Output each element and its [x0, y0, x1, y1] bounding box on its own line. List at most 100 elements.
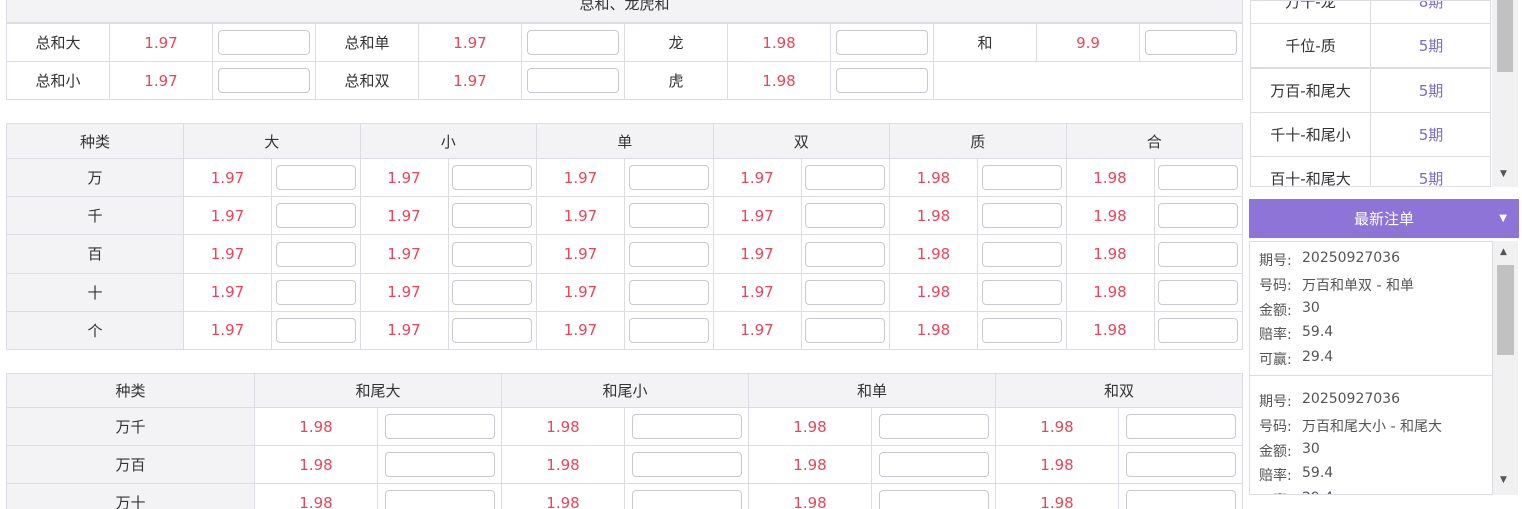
- empty-cell: [933, 61, 1243, 100]
- bet-input[interactable]: [981, 317, 1062, 343]
- field-value: 30: [1302, 299, 1320, 316]
- bet-input[interactable]: [275, 203, 356, 229]
- bet-input[interactable]: [878, 414, 989, 439]
- bet-input[interactable]: [218, 30, 310, 55]
- odds: 1.97: [183, 158, 272, 198]
- field-value: 59.4: [1302, 324, 1334, 341]
- odds: 1.98: [748, 445, 872, 484]
- bet-input[interactable]: [805, 279, 886, 305]
- odds: 1.97: [183, 234, 272, 274]
- bet-input[interactable]: [452, 279, 533, 305]
- field-label: 期号:: [1259, 394, 1292, 410]
- dropdown-arrow[interactable]: ▼: [1499, 213, 1507, 224]
- odds: 1.98: [995, 407, 1119, 446]
- bet-input[interactable]: [981, 279, 1062, 305]
- field-label: 赔率:: [1259, 468, 1292, 485]
- bet-input[interactable]: [1158, 241, 1239, 267]
- scrollbar[interactable]: ▲ ▼: [1493, 241, 1518, 495]
- odds: 1.97: [712, 272, 802, 312]
- field-label: 期号:: [1259, 253, 1292, 269]
- odds: 1.98: [727, 61, 831, 100]
- bet-input[interactable]: [981, 241, 1062, 267]
- row-label: 总和小: [6, 61, 110, 100]
- bet-input[interactable]: [384, 452, 495, 477]
- bet-input[interactable]: [275, 279, 356, 305]
- scroll-arrow[interactable]: ▲: [1500, 247, 1507, 257]
- row-label: 万百: [6, 445, 255, 484]
- scroll-arrow[interactable]: ▼: [1500, 475, 1507, 485]
- scroll-thumb[interactable]: [1497, 265, 1514, 355]
- bet-input[interactable]: [631, 490, 742, 509]
- bet-input[interactable]: [981, 203, 1062, 229]
- table-title: 总和、龙虎和: [6, 0, 1243, 23]
- odds: 1.97: [359, 272, 449, 312]
- bet-input[interactable]: [628, 279, 709, 305]
- bet-input[interactable]: [452, 203, 533, 229]
- bet-input[interactable]: [384, 414, 495, 439]
- bet-input[interactable]: [1125, 452, 1236, 477]
- field-value: 20250927036: [1302, 250, 1400, 266]
- bet-input[interactable]: [452, 317, 533, 343]
- bet-input[interactable]: [805, 317, 886, 343]
- bet-input[interactable]: [631, 414, 742, 439]
- bet-input[interactable]: [878, 490, 989, 509]
- odds: 1.98: [254, 445, 378, 484]
- bet-input[interactable]: [628, 241, 709, 267]
- bet-input[interactable]: [1158, 203, 1239, 229]
- bet-input[interactable]: [836, 30, 928, 55]
- field-value: 30: [1302, 440, 1320, 457]
- bet-input[interactable]: [1125, 490, 1236, 509]
- bet-input[interactable]: [452, 165, 533, 191]
- bet-input[interactable]: [631, 452, 742, 477]
- odds: 1.97: [536, 234, 625, 274]
- odds: 1.97: [712, 196, 802, 236]
- odds: 1.98: [995, 445, 1119, 484]
- odds: 1.98: [889, 310, 978, 350]
- streak-count: 8期: [1370, 1, 1490, 24]
- bet-input[interactable]: [275, 165, 356, 191]
- column-header: 和尾小: [501, 373, 749, 408]
- bet-input[interactable]: [384, 490, 495, 509]
- row-label: 个: [6, 310, 184, 350]
- odds: 1.98: [889, 158, 978, 198]
- scroll-arrow[interactable]: ▼: [1500, 169, 1507, 179]
- odds: 1.98: [748, 407, 872, 446]
- bet-input[interactable]: [1158, 317, 1239, 343]
- bet-input[interactable]: [805, 165, 886, 191]
- bet-input[interactable]: [836, 68, 928, 93]
- panel-header[interactable]: 最新注单 ▼: [1249, 199, 1519, 238]
- field-label: 可赢:: [1259, 490, 1292, 494]
- scrollbar[interactable]: ▼: [1492, 0, 1518, 187]
- odds: 1.98: [1065, 310, 1155, 350]
- bet-input[interactable]: [981, 165, 1062, 191]
- bet-input[interactable]: [527, 68, 619, 93]
- bet-input[interactable]: [452, 241, 533, 267]
- odds: 1.98: [501, 445, 625, 484]
- odds: 1.97: [536, 158, 625, 198]
- row-label: 总和单: [315, 23, 419, 62]
- odds: 1.97: [359, 234, 449, 274]
- bet-input[interactable]: [1125, 414, 1236, 439]
- scroll-thumb[interactable]: [1497, 0, 1513, 72]
- odds: 1.98: [889, 272, 978, 312]
- bet-input[interactable]: [628, 203, 709, 229]
- row-label: 总和双: [315, 61, 419, 100]
- bet-input[interactable]: [1158, 165, 1239, 191]
- column-header: 大: [183, 123, 361, 159]
- bet-input[interactable]: [218, 68, 310, 93]
- bet-input[interactable]: [805, 241, 886, 267]
- bet-input[interactable]: [628, 165, 709, 191]
- bet-input[interactable]: [878, 452, 989, 477]
- row-label: 千: [6, 196, 184, 236]
- streak-count: 5期: [1370, 111, 1490, 157]
- bet-input[interactable]: [1158, 279, 1239, 305]
- odds: 1.97: [536, 196, 625, 236]
- bet-input[interactable]: [527, 30, 619, 55]
- bet-input[interactable]: [805, 203, 886, 229]
- bet-input[interactable]: [1145, 30, 1237, 55]
- bet-input[interactable]: [275, 317, 356, 343]
- bet-input[interactable]: [275, 241, 356, 267]
- odds: 1.97: [109, 61, 213, 100]
- field-value: 59.4: [1302, 465, 1334, 482]
- bet-input[interactable]: [628, 317, 709, 343]
